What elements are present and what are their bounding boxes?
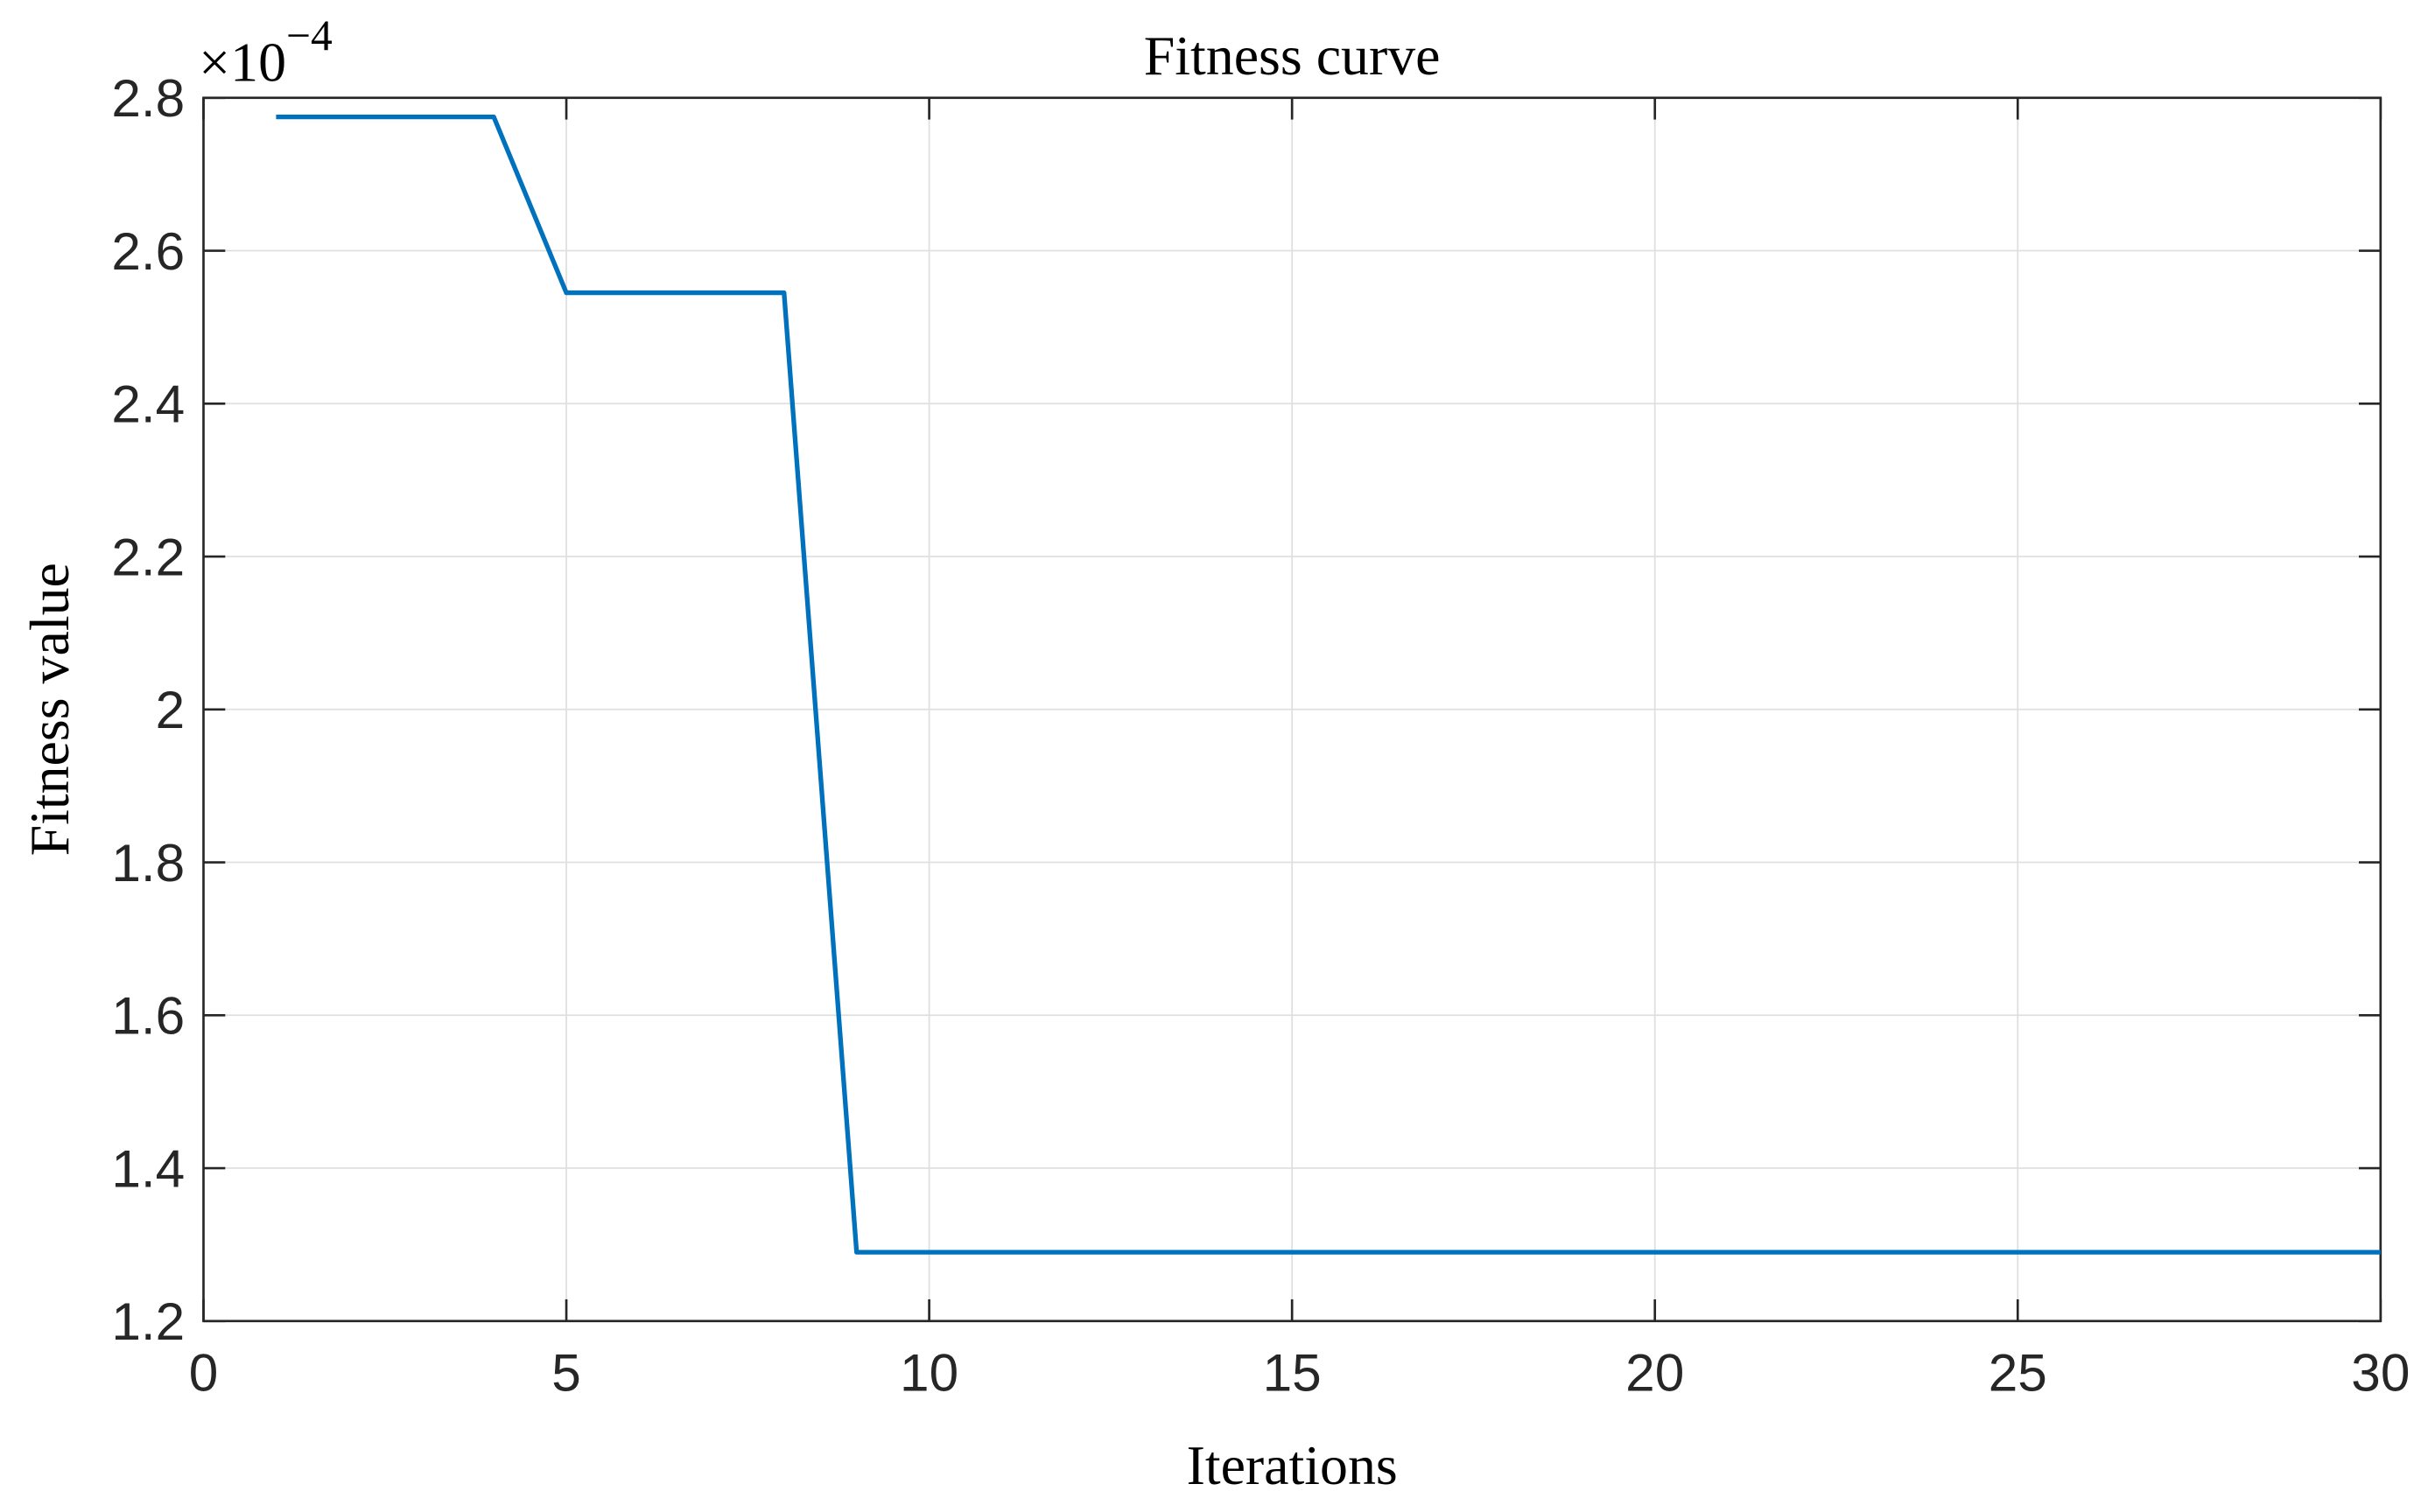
y-tick-label: 2 [156, 680, 186, 739]
x-tick-label: 20 [1625, 1343, 1684, 1403]
multiplier-base: ×10 [199, 31, 286, 93]
x-tick-label: 0 [189, 1343, 219, 1403]
y-tick-label: 2.2 [111, 527, 185, 586]
y-multiplier: ×10−4 [199, 11, 333, 93]
x-tick-label: 25 [1989, 1343, 2047, 1403]
y-tick-label: 2.6 [111, 221, 185, 281]
plot-frame [202, 96, 2382, 1323]
y-tick-label: 1.4 [111, 1138, 185, 1198]
y-tick-label: 2.4 [111, 374, 185, 434]
x-tick-label: 5 [551, 1343, 581, 1403]
y-tick-label: 2.8 [111, 68, 185, 128]
x-tick-label: 15 [1263, 1343, 1322, 1403]
chart-title: Fitness curve [1144, 24, 1441, 87]
x-axis-label: Iterations [1187, 1434, 1398, 1496]
multiplier-exponent: −4 [286, 11, 333, 60]
y-tick-label: 1.6 [111, 986, 185, 1046]
data-line [276, 114, 2381, 1255]
y-tick-label: 1.8 [111, 833, 185, 892]
x-tick-label: 30 [2351, 1343, 2410, 1403]
y-axis-label: Fitness value [18, 563, 81, 856]
x-tick-label: 10 [900, 1343, 958, 1403]
y-tick-label: 1.2 [111, 1292, 185, 1351]
